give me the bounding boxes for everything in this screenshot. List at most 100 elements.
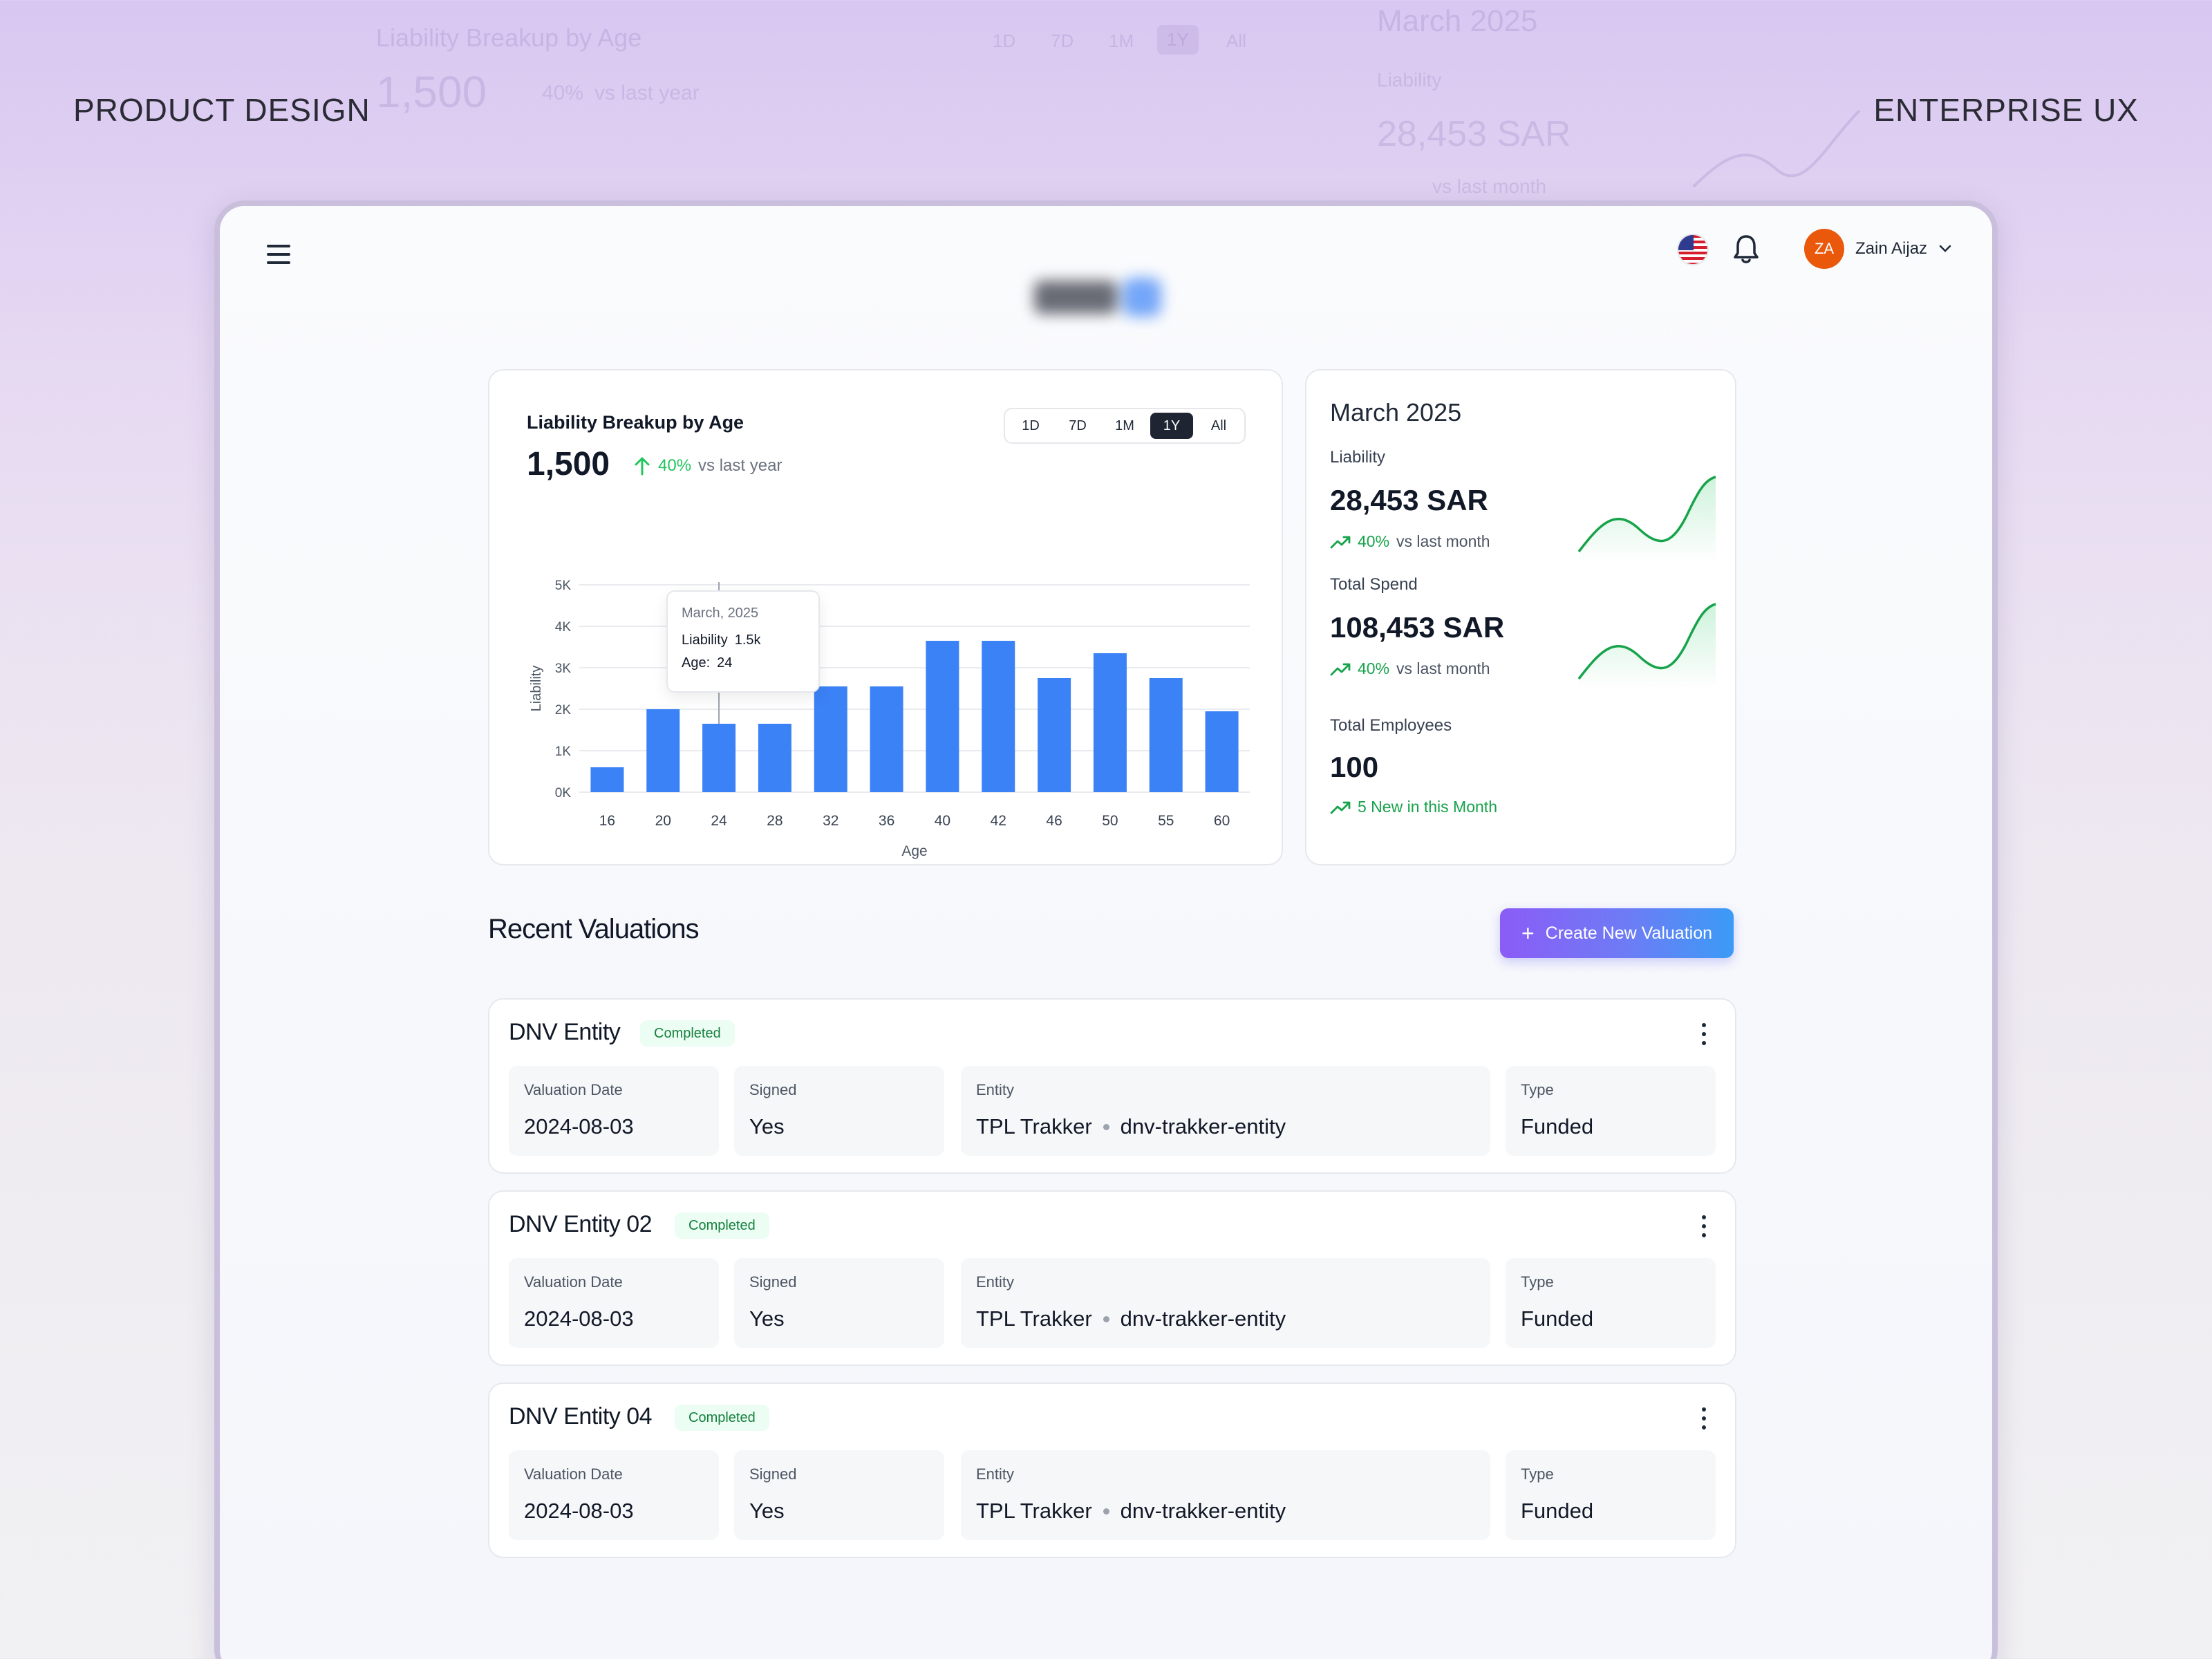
more-options-icon[interactable] [1694, 1212, 1714, 1240]
range-1d-button[interactable]: 1D [1022, 418, 1040, 433]
range-1m-button[interactable]: 1M [1115, 418, 1134, 433]
range-1y-button[interactable]: 1Y [1150, 413, 1193, 439]
status-badge: Completed [675, 1212, 769, 1239]
y-tick-label: 5K [555, 579, 572, 593]
employees-label: Total Employees [1330, 716, 1452, 735]
user-menu[interactable]: ZA Zain Aijaz [1804, 227, 1952, 271]
spend-label: Total Spend [1330, 575, 1418, 594]
ghost-sparkline [1692, 109, 1861, 188]
type-value: Funded [1521, 1306, 1594, 1331]
valuation-name: DNV Entity [509, 1019, 621, 1045]
signed-cell: Signed Yes [734, 1450, 944, 1540]
chart-change-vs: vs last year [698, 456, 782, 475]
x-tick-label: 20 [655, 813, 671, 829]
create-new-valuation-label: Create New Valuation [1545, 923, 1713, 943]
chart-total-value: 1,500 [527, 446, 610, 482]
ghost-label: Liability [1377, 69, 1442, 91]
x-tick-label: 16 [599, 813, 615, 829]
valuation-date-label: Valuation Date [524, 1273, 623, 1291]
valuation-card[interactable]: DNV Entity 04 Completed Valuation Date 2… [488, 1382, 1736, 1558]
y-tick-label: 3K [555, 662, 572, 676]
chart-title: Liability Breakup by Age [527, 412, 744, 433]
bar [1038, 678, 1071, 792]
trend-up-icon [1330, 663, 1351, 675]
type-cell: Type Funded [1506, 1258, 1716, 1348]
valuation-card[interactable]: DNV Entity 02 Completed Valuation Date 2… [488, 1190, 1736, 1366]
liability-chart-card: Liability Breakup by Age 1,500 40% vs la… [488, 369, 1283, 865]
ghost-range-1m: 1M [1109, 30, 1134, 51]
entity-value: TPL Trakker dnv-trakker-entity [976, 1114, 1475, 1139]
bar [646, 709, 680, 792]
type-value: Funded [1521, 1499, 1594, 1523]
tooltip-title: March, 2025 [682, 606, 759, 621]
valuation-date-label: Valuation Date [524, 1465, 623, 1483]
bar [926, 641, 959, 792]
x-tick-label: 60 [1214, 813, 1230, 829]
type-value: Funded [1521, 1114, 1594, 1138]
ghost-change: 40% [542, 82, 584, 104]
signed-label: Signed [749, 1273, 797, 1291]
ghost-amount: 28,453 SAR [1377, 114, 1571, 154]
entity-id: dnv-trakker-entity [1120, 1306, 1286, 1331]
valuation-card[interactable]: DNV Entity Completed Valuation Date 2024… [488, 998, 1736, 1174]
monthly-stats-card: March 2025 Liability 28,453 SAR 40% vs l… [1305, 369, 1736, 865]
spend-value: 108,453 SAR [1330, 611, 1505, 644]
ghost-range-all: All [1226, 30, 1246, 51]
more-options-icon[interactable] [1694, 1020, 1714, 1048]
signed-value: Yes [749, 1306, 785, 1331]
valuation-date-cell: Valuation Date 2024-08-03 [509, 1066, 719, 1156]
us-flag-icon[interactable] [1677, 234, 1709, 265]
chart-tooltip: March, 2025 Liability 1.5k Age: 24 [666, 590, 820, 693]
logo [1034, 272, 1172, 322]
chart-change: 40% vs last year [633, 456, 782, 476]
type-label: Type [1521, 1273, 1554, 1291]
range-7d-button[interactable]: 7D [1069, 418, 1087, 433]
create-new-valuation-button[interactable]: + Create New Valuation [1500, 908, 1734, 958]
bar [1093, 653, 1127, 792]
liability-change-vs: vs last month [1396, 532, 1490, 550]
valuation-date-cell: Valuation Date 2024-08-03 [509, 1258, 719, 1348]
tooltip-age-value: 24 [717, 655, 733, 671]
spend-sparkline [1577, 603, 1716, 690]
liability-change-value: 40% [1358, 532, 1390, 550]
x-tick-label: 40 [935, 813, 950, 829]
bar [758, 724, 791, 792]
bar [814, 686, 847, 792]
bar [1205, 711, 1239, 792]
x-tick-label: 24 [711, 813, 727, 829]
bar [1149, 678, 1183, 792]
entity-value: TPL Trakker dnv-trakker-entity [976, 1499, 1475, 1524]
y-tick-label: 4K [555, 620, 572, 635]
more-options-icon[interactable] [1694, 1405, 1714, 1432]
entity-id: dnv-trakker-entity [1120, 1499, 1286, 1523]
ghost-vs: vs last year [594, 82, 700, 104]
employees-note-text: 5 New in this Month [1358, 798, 1497, 816]
menu-icon[interactable] [267, 245, 290, 264]
valuation-name: DNV Entity 02 [509, 1211, 653, 1237]
separator-dot [1103, 1508, 1109, 1515]
valuation-name: DNV Entity 04 [509, 1403, 653, 1430]
trend-up-icon [1330, 536, 1351, 548]
type-label: Type [1521, 1081, 1554, 1098]
valuation-date-value: 2024-08-03 [524, 1306, 634, 1331]
ghost-title: Liability Breakup by Age [376, 24, 642, 52]
tooltip-liability-label: Liability [682, 632, 728, 648]
x-axis-label: Age [901, 843, 927, 859]
y-axis-label: Liability [529, 666, 544, 712]
ghost-range-1d: 1D [993, 30, 1016, 51]
signed-cell: Signed Yes [734, 1258, 944, 1348]
y-tick-label: 1K [555, 744, 572, 759]
ghost-month: March 2025 [1377, 4, 1538, 38]
x-tick-label: 55 [1158, 813, 1174, 829]
separator-dot [1103, 1123, 1109, 1130]
valuation-date-value: 2024-08-03 [524, 1114, 634, 1138]
signed-value: Yes [749, 1499, 785, 1523]
background-ghost: Liability Breakup by Age 1,500 40% vs la… [0, 0, 2212, 207]
corner-label-right: ENTERPRISE UX [1873, 92, 2139, 128]
ghost-range-1y: 1Y [1157, 25, 1199, 55]
entity-id: dnv-trakker-entity [1120, 1114, 1286, 1138]
entity-value: TPL Trakker dnv-trakker-entity [976, 1306, 1475, 1331]
bell-icon[interactable] [1731, 232, 1761, 265]
bar [982, 641, 1015, 792]
range-all-button[interactable]: All [1210, 418, 1227, 433]
